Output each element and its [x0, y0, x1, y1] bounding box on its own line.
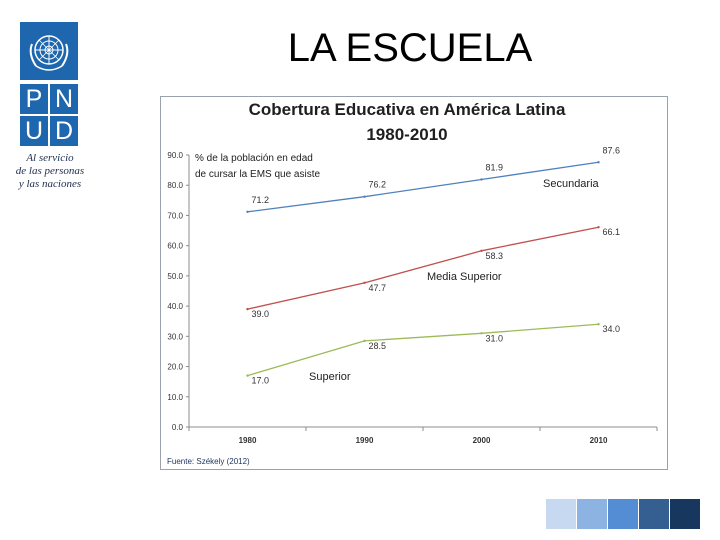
- y-tick-label: 90.0: [167, 151, 183, 160]
- series-line: [247, 161, 599, 213]
- data-label: 28.5: [369, 341, 387, 351]
- data-label: 31.0: [486, 333, 504, 343]
- data-point: [363, 339, 366, 343]
- tagline-line: de las personas: [15, 165, 85, 177]
- x-tick-label: 1990: [356, 436, 374, 445]
- color-swatch: [670, 499, 700, 529]
- y-tick-label: 10.0: [167, 393, 183, 402]
- y-axis-label: de cursar la EMS que asiste: [195, 169, 320, 180]
- data-point: [597, 226, 600, 229]
- data-label: 81.9: [486, 162, 504, 172]
- series-line: [247, 323, 599, 377]
- data-label: 87.6: [603, 145, 621, 155]
- data-point: [246, 374, 249, 377]
- data-point: [597, 161, 600, 164]
- data-label: 17.0: [252, 376, 270, 386]
- tagline-line: y las naciones: [18, 178, 82, 190]
- color-swatch: [608, 499, 638, 529]
- data-label: 58.3: [486, 251, 504, 261]
- y-axis-label: % de la población en edad: [195, 153, 313, 164]
- un-emblem-icon: [20, 22, 78, 80]
- undp-logo: P N U D: [20, 22, 78, 146]
- x-tick-label: 1980: [239, 436, 257, 445]
- data-label: 39.0: [252, 309, 270, 319]
- data-point: [480, 249, 483, 253]
- series-name-label: Media Superior: [427, 271, 502, 283]
- y-tick-label: 40.0: [167, 302, 183, 311]
- color-swatch: [577, 499, 607, 529]
- series-name-label: Secundaria: [543, 178, 600, 190]
- data-point: [480, 332, 483, 335]
- undp-tagline: Al servicio de las personas y las nacion…: [8, 152, 92, 191]
- x-tick-label: 2010: [590, 436, 608, 445]
- data-label: 76.2: [369, 180, 387, 190]
- chart-source: Fuente: Székely (2012): [167, 457, 250, 466]
- data-label: 71.2: [252, 195, 270, 205]
- chart-subtitle: 1980-2010: [366, 125, 447, 144]
- data-point: [246, 210, 249, 214]
- data-point: [480, 178, 483, 181]
- data-label: 66.1: [603, 227, 621, 237]
- slide-title: LA ESCUELA: [287, 26, 533, 70]
- series-line: [247, 226, 599, 310]
- series-name-label: Superior: [309, 371, 351, 383]
- logo-letter-d: D: [50, 116, 78, 146]
- color-swatch: [546, 499, 576, 529]
- data-label: 47.7: [369, 283, 387, 293]
- logo-letter-n: N: [50, 84, 78, 114]
- data-point: [246, 307, 249, 311]
- decorative-color-bar: [546, 499, 701, 529]
- x-tick-label: 2000: [473, 436, 491, 445]
- chart-frame: Cobertura Educativa en América Latina 198…: [160, 96, 668, 470]
- y-tick-label: 20.0: [167, 363, 183, 372]
- y-tick-label: 50.0: [167, 272, 183, 281]
- y-tick-label: 0.0: [172, 423, 184, 432]
- y-tick-label: 70.0: [167, 211, 183, 220]
- data-label: 34.0: [603, 324, 621, 334]
- logo-letter-u: U: [20, 116, 48, 146]
- data-point: [363, 281, 366, 285]
- color-swatch: [639, 499, 669, 529]
- y-tick-label: 30.0: [167, 332, 183, 341]
- logo-letter-p: P: [20, 84, 48, 114]
- chart-title: Cobertura Educativa en América Latina: [249, 100, 566, 119]
- y-tick-label: 80.0: [167, 181, 183, 190]
- data-point: [597, 323, 600, 326]
- tagline-line: Al servicio: [26, 152, 74, 164]
- data-point: [363, 195, 366, 198]
- line-chart: Cobertura Educativa en América Latina 198…: [167, 100, 658, 466]
- y-tick-label: 60.0: [167, 242, 183, 251]
